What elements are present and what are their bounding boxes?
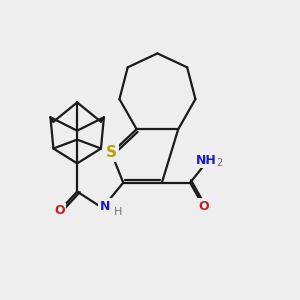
Text: H: H (114, 206, 122, 217)
Text: O: O (198, 200, 209, 213)
Text: N: N (100, 200, 110, 213)
Text: NH: NH (196, 154, 217, 167)
Text: 2: 2 (216, 158, 222, 168)
Text: O: O (54, 204, 65, 218)
Text: S: S (106, 146, 117, 160)
